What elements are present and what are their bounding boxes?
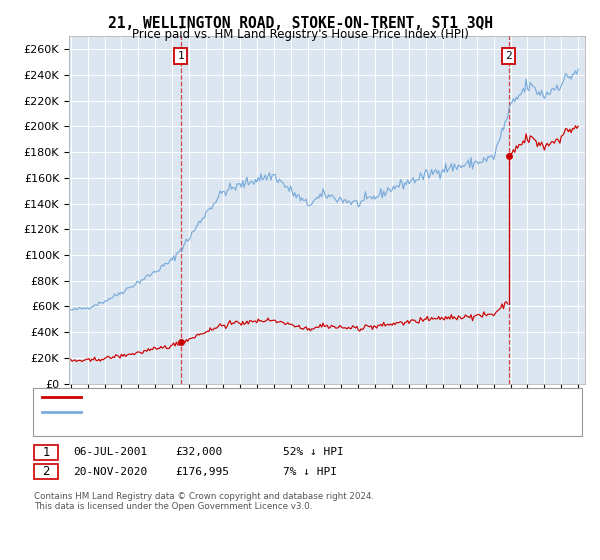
Text: Price paid vs. HM Land Registry's House Price Index (HPI): Price paid vs. HM Land Registry's House …: [131, 28, 469, 41]
Text: £32,000: £32,000: [175, 447, 223, 458]
Text: 2: 2: [43, 465, 50, 478]
Text: HPI: Average price, detached house, Stoke-on-Trent: HPI: Average price, detached house, Stok…: [87, 407, 355, 417]
Text: 1: 1: [43, 446, 50, 459]
Text: 1: 1: [177, 51, 184, 60]
Text: 06-JUL-2001: 06-JUL-2001: [73, 447, 148, 458]
Text: 21, WELLINGTON ROAD, STOKE-ON-TRENT, ST1 3QH: 21, WELLINGTON ROAD, STOKE-ON-TRENT, ST1…: [107, 16, 493, 31]
Text: £176,995: £176,995: [175, 466, 229, 477]
Text: 21, WELLINGTON ROAD, STOKE-ON-TRENT, ST1 3QH (detached house): 21, WELLINGTON ROAD, STOKE-ON-TRENT, ST1…: [87, 392, 454, 402]
Text: 7% ↓ HPI: 7% ↓ HPI: [283, 466, 337, 477]
Text: 20-NOV-2020: 20-NOV-2020: [73, 466, 148, 477]
Text: 52% ↓ HPI: 52% ↓ HPI: [283, 447, 344, 458]
Text: Contains HM Land Registry data © Crown copyright and database right 2024.
This d: Contains HM Land Registry data © Crown c…: [34, 492, 374, 511]
Text: 2: 2: [505, 51, 512, 60]
